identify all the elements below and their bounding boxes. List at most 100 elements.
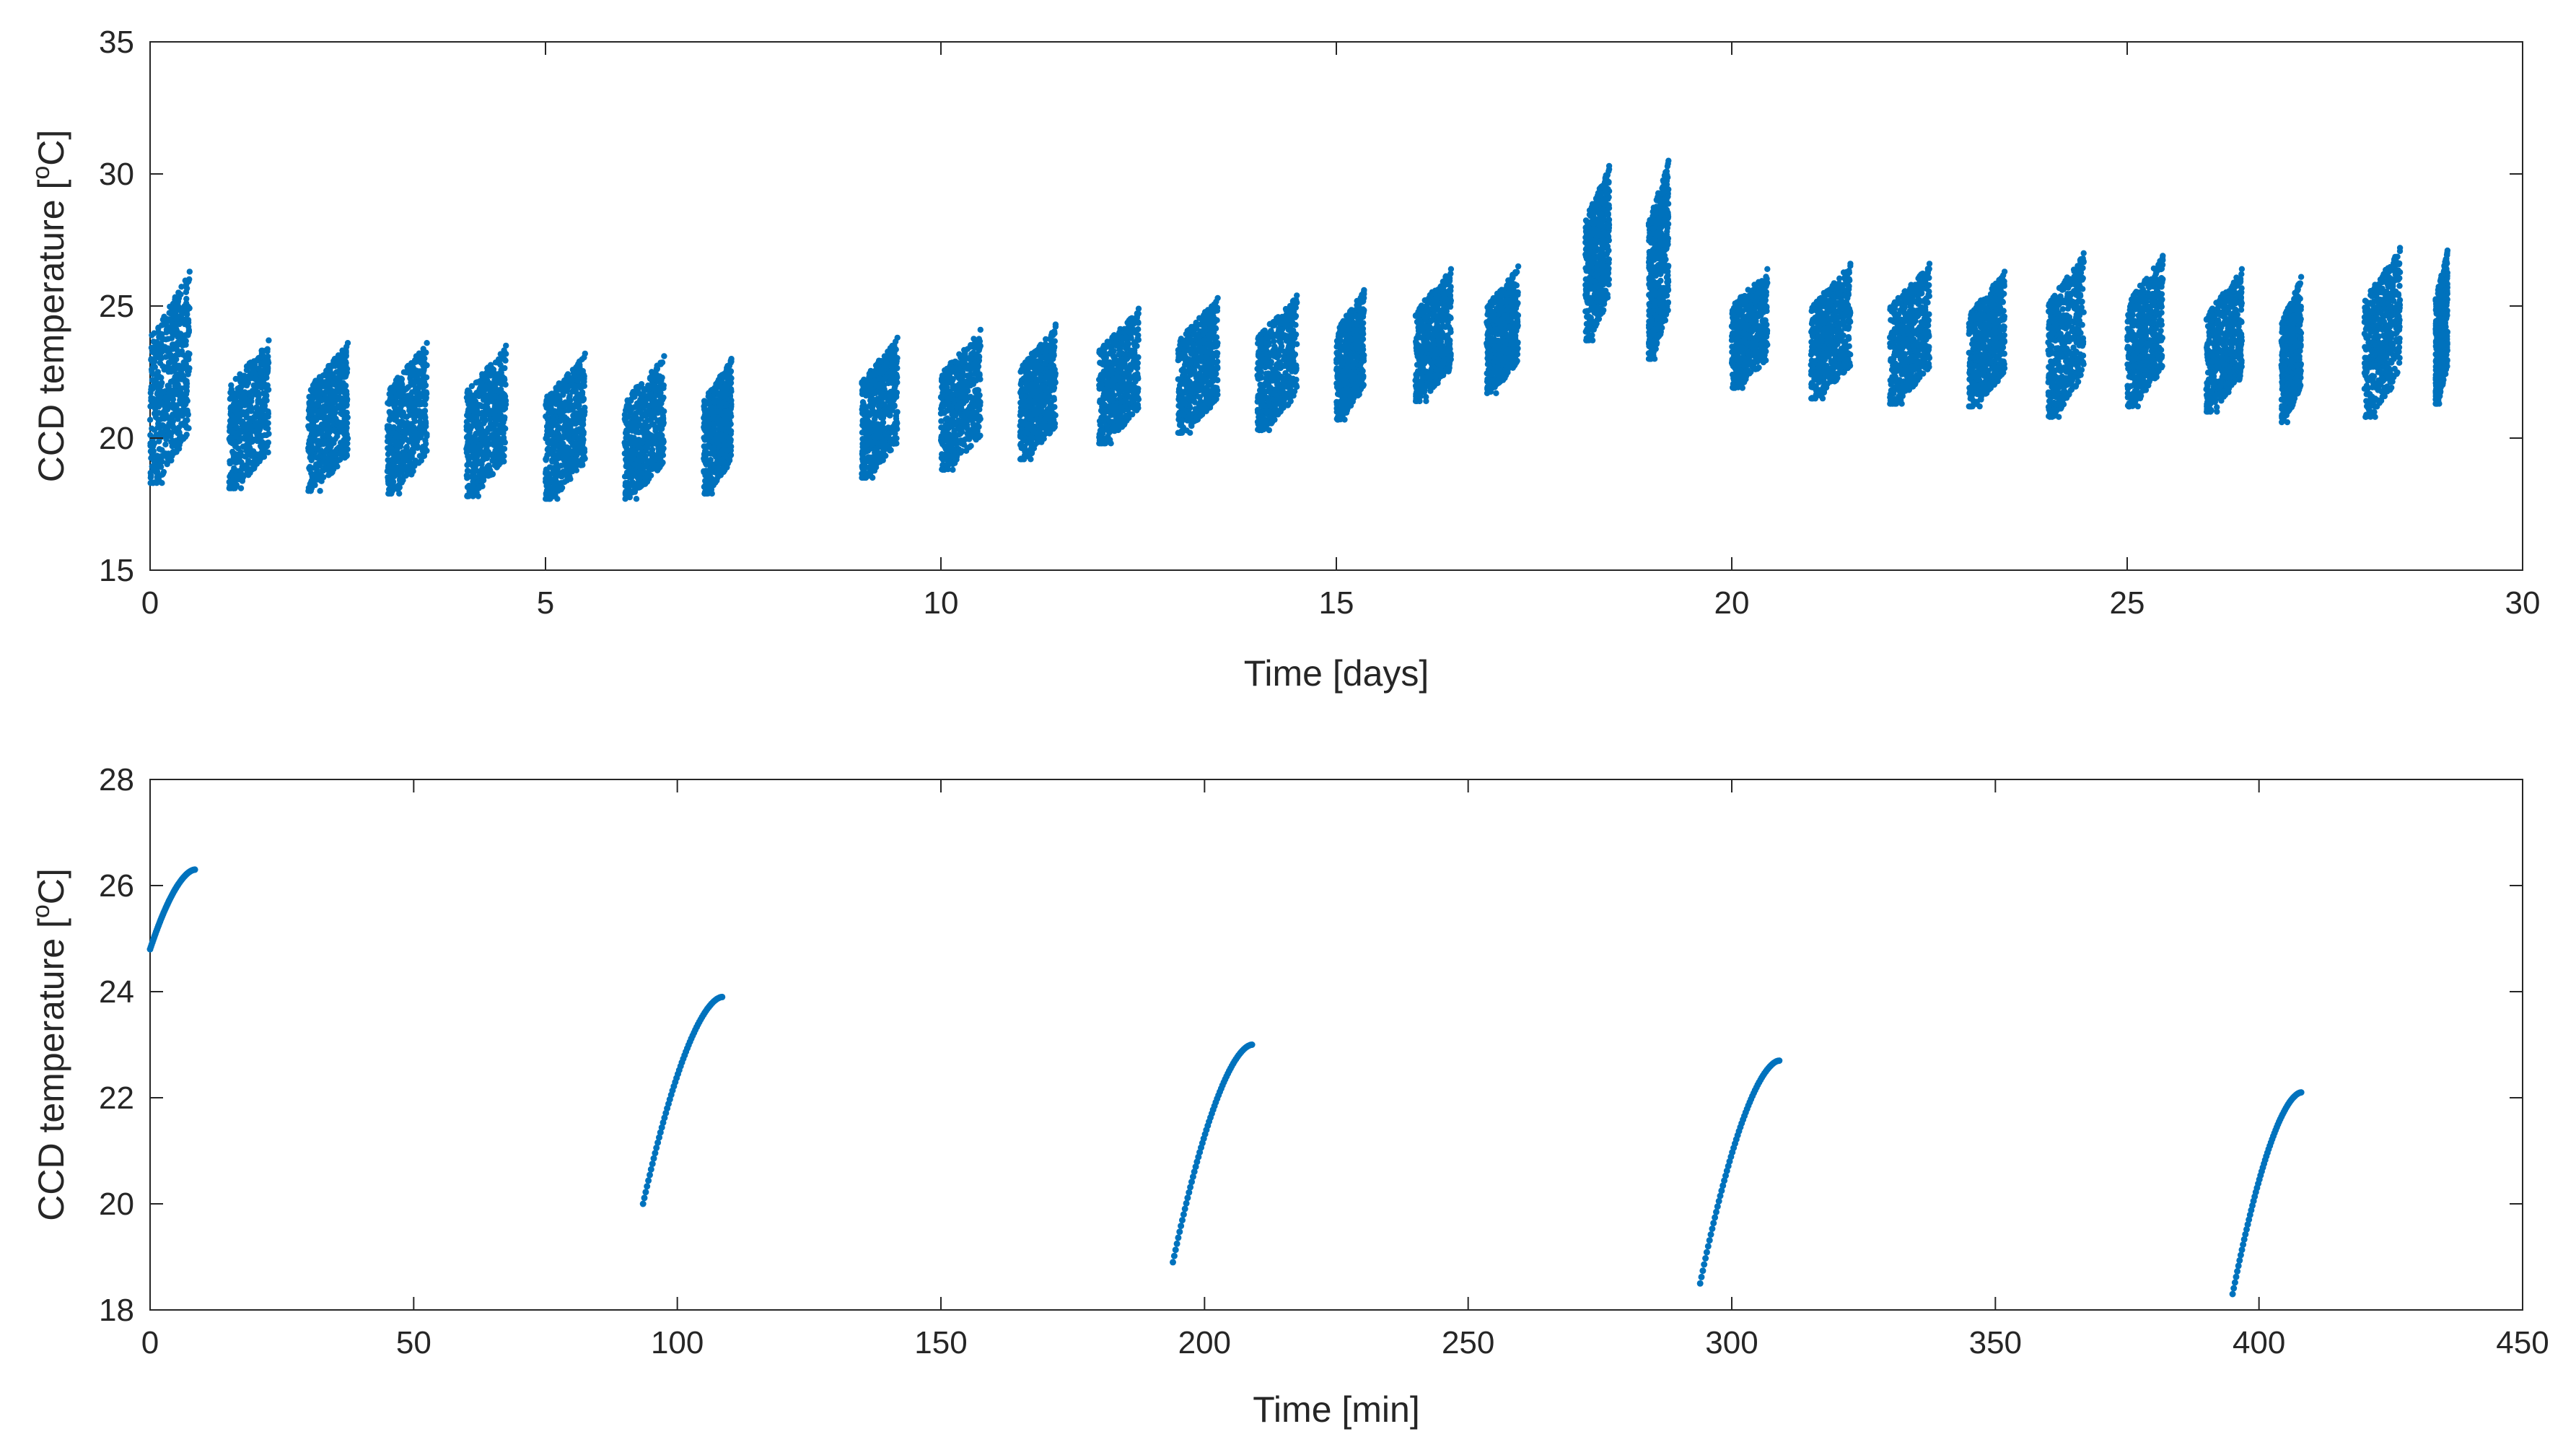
data-point <box>165 450 172 457</box>
data-point <box>633 496 640 502</box>
data-point <box>183 341 189 348</box>
data-point <box>327 391 333 398</box>
data-point <box>576 358 583 364</box>
data-point <box>397 393 403 400</box>
data-point <box>470 421 477 427</box>
data-point <box>315 393 322 399</box>
data-point <box>561 457 568 464</box>
data-point <box>233 476 240 483</box>
data-point <box>410 468 416 475</box>
data-point <box>709 446 716 453</box>
data-point <box>876 383 883 390</box>
data-point <box>258 360 266 367</box>
data-point <box>237 485 245 491</box>
data-point <box>165 363 172 370</box>
data-point <box>701 399 708 406</box>
data-point <box>396 477 403 484</box>
data-point <box>242 398 249 406</box>
data-point <box>241 372 247 379</box>
data-point <box>184 398 190 404</box>
data-point <box>416 460 422 466</box>
data-point <box>149 385 156 393</box>
data-point <box>384 438 391 445</box>
data-point <box>626 490 633 497</box>
data-point <box>178 433 185 440</box>
data-point <box>392 381 399 388</box>
data-point <box>155 420 162 427</box>
data-point <box>660 416 667 423</box>
data-point <box>334 433 341 440</box>
data-point <box>888 373 894 380</box>
data-point <box>385 400 391 406</box>
data-point <box>170 310 177 318</box>
data-point <box>486 385 493 392</box>
data-point <box>724 464 730 471</box>
data-point <box>473 414 480 421</box>
data-point <box>325 421 331 428</box>
top-segment <box>146 268 193 486</box>
data-point <box>558 480 564 486</box>
data-point <box>421 444 428 451</box>
data-point <box>250 368 257 375</box>
data-point <box>548 439 556 445</box>
data-point <box>891 349 898 355</box>
data-point <box>882 374 889 381</box>
data-point <box>622 429 629 437</box>
data-point <box>338 387 344 393</box>
data-point <box>163 436 170 442</box>
data-point <box>727 437 734 443</box>
data-point <box>566 431 572 437</box>
data-point <box>413 353 420 359</box>
data-point <box>404 419 411 427</box>
data-point <box>152 414 159 421</box>
data-point <box>548 449 554 456</box>
data-point <box>393 433 400 440</box>
data-point <box>325 472 332 479</box>
data-point <box>411 427 418 434</box>
data-point <box>390 388 397 395</box>
data-point <box>503 342 509 349</box>
data-point <box>546 484 553 491</box>
data-point <box>424 390 430 397</box>
data-point <box>255 365 262 372</box>
data-point <box>186 268 193 275</box>
data-point <box>554 496 561 502</box>
data-point <box>323 446 330 453</box>
data-point <box>323 440 329 447</box>
data-point <box>341 374 347 380</box>
data-point <box>175 298 182 305</box>
data-point <box>723 415 730 422</box>
data-point <box>878 444 885 450</box>
data-point <box>569 468 576 475</box>
data-point <box>580 436 587 443</box>
data-point <box>169 341 176 348</box>
data-point <box>312 383 319 389</box>
data-point <box>660 459 666 466</box>
data-point <box>866 370 873 377</box>
data-point <box>261 380 268 388</box>
data-point <box>880 392 887 398</box>
data-point <box>491 411 497 418</box>
data-point <box>487 372 494 379</box>
data-point <box>475 493 481 499</box>
data-point <box>258 350 266 357</box>
data-point <box>859 474 865 481</box>
data-point <box>157 359 164 367</box>
data-point <box>163 412 170 419</box>
data-point <box>872 371 878 377</box>
data-point <box>877 421 883 428</box>
data-point <box>317 488 323 494</box>
data-point <box>183 289 190 295</box>
data-point <box>183 354 189 361</box>
data-point <box>652 427 659 434</box>
data-point <box>183 300 190 307</box>
data-point <box>649 410 656 416</box>
data-point <box>422 401 429 408</box>
data-point <box>152 364 158 370</box>
data-point <box>261 375 268 382</box>
data-point <box>501 445 508 453</box>
data-point <box>558 435 565 442</box>
data-point <box>702 422 709 429</box>
